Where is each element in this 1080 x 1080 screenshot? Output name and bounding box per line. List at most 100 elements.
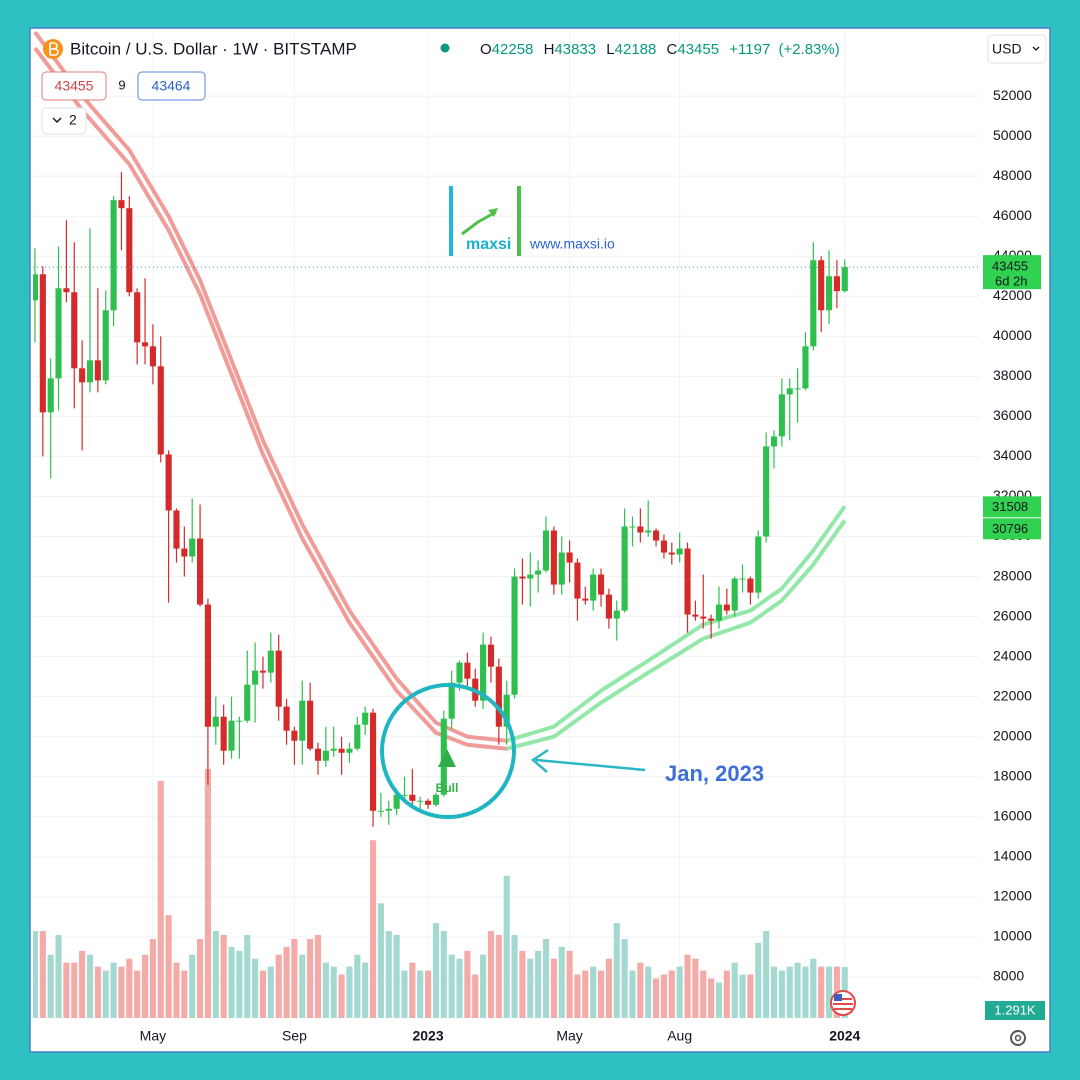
volume-bar: [763, 931, 770, 1018]
logo-url: www.maxsi.io: [529, 236, 615, 252]
candle-body: [94, 360, 101, 381]
volume-bar: [708, 978, 715, 1018]
volume-bar: [472, 974, 479, 1018]
y-tick-label: 40000: [993, 327, 1032, 343]
volume-bar: [197, 938, 204, 1018]
candle-body: [110, 200, 117, 311]
symbol-title: Bitcoin / U.S. Dollar · 1W · BITSTAMP: [70, 39, 357, 58]
y-tick-label: 28000: [993, 567, 1032, 583]
candle-body: [566, 552, 573, 563]
chevron-icon: [52, 117, 62, 124]
volume-bar: [487, 931, 495, 1018]
bull-marker: [438, 749, 456, 767]
volume-bar: [825, 966, 833, 1018]
candle-body: [456, 662, 463, 683]
highlight-circle: [380, 683, 516, 819]
candle-body: [86, 360, 94, 383]
y-tick-label: 18000: [993, 767, 1032, 783]
candle-body: [715, 604, 723, 621]
candle-body: [283, 706, 290, 731]
candle-body: [535, 570, 542, 575]
candle-body: [818, 260, 825, 311]
volume-bar: [362, 962, 369, 1018]
volume-bar: [425, 970, 432, 1018]
countdown: 6d 2h: [995, 274, 1028, 289]
volume-bar: [118, 966, 125, 1018]
candle-body: [684, 548, 691, 615]
volume-bar: [236, 950, 243, 1018]
volume-bar: [94, 966, 101, 1018]
y-tick-label: 12000: [993, 888, 1032, 904]
x-tick-label: 2024: [829, 1028, 860, 1044]
x-tick-label: Sep: [282, 1028, 307, 1044]
volume-bar: [495, 935, 502, 1018]
volume-bar: [723, 970, 730, 1018]
chevron-icon: [1032, 46, 1040, 51]
y-tick-label: 26000: [993, 607, 1032, 623]
volume-bar: [700, 970, 707, 1018]
volume-bar: [637, 962, 644, 1018]
volume-bar: [456, 958, 463, 1018]
candle-body: [747, 578, 754, 593]
volume-bar: [558, 946, 565, 1018]
price-tag: [983, 255, 1041, 290]
volume-bar: [330, 966, 337, 1018]
volume-bar: [503, 875, 510, 1018]
volume-bar: [597, 970, 605, 1018]
volume-bar: [550, 958, 557, 1018]
panel: [29, 27, 1051, 1053]
ohlc-letter: O: [480, 41, 492, 58]
volume-bar: [149, 938, 156, 1018]
candle-body: [189, 538, 196, 557]
candle-body: [149, 346, 156, 367]
candle-body: [126, 208, 133, 293]
settings-icon[interactable]: [1010, 1030, 1026, 1046]
candle-body: [409, 794, 416, 801]
bid-box[interactable]: [41, 71, 107, 101]
indicators-toggle[interactable]: [41, 107, 87, 135]
candle-body: [778, 394, 785, 437]
candle-body: [228, 720, 235, 751]
currency-button[interactable]: [987, 34, 1047, 64]
volume-bar: [126, 958, 133, 1018]
volume-bar: [134, 970, 141, 1018]
callout-arrow: [535, 758, 646, 772]
volume-bar: [590, 966, 597, 1018]
volume-bar: [409, 962, 416, 1018]
volume-bar: [314, 935, 322, 1018]
candle-body: [236, 720, 243, 722]
volume-bar: [86, 954, 94, 1018]
ask-box[interactable]: [137, 71, 206, 101]
candle-body: [134, 292, 141, 343]
candle-body: [700, 616, 707, 619]
volume-bar: [377, 903, 384, 1018]
volume-bar: [165, 915, 172, 1018]
volume-bar: [660, 974, 668, 1018]
volume-bar: [802, 966, 809, 1018]
volume-bar: [354, 954, 361, 1018]
volume-bar: [157, 780, 164, 1018]
candle-body: [464, 662, 471, 679]
candle-body: [330, 748, 337, 751]
candle-body: [755, 536, 762, 593]
candle-body: [102, 310, 109, 381]
ohlc-value: 42188: [615, 41, 657, 58]
candle-body: [582, 598, 589, 601]
volume-bar: [267, 966, 274, 1018]
candle-body: [252, 670, 259, 685]
settings-icon-center: [1014, 1034, 1022, 1042]
x-tick-label: May: [140, 1028, 166, 1044]
candle-body: [558, 552, 565, 585]
moving-average: [33, 46, 847, 751]
plot-area: [33, 30, 980, 1018]
candle-body: [369, 712, 377, 811]
volume-bar: [511, 935, 518, 1018]
candle-body: [299, 700, 306, 741]
candle-body: [275, 650, 282, 707]
y-tick-label: 24000: [993, 647, 1032, 663]
y-tick-label: 10000: [993, 928, 1032, 944]
volume-bar: [818, 966, 825, 1018]
candle-body: [802, 346, 809, 389]
candle-body: [307, 700, 314, 749]
